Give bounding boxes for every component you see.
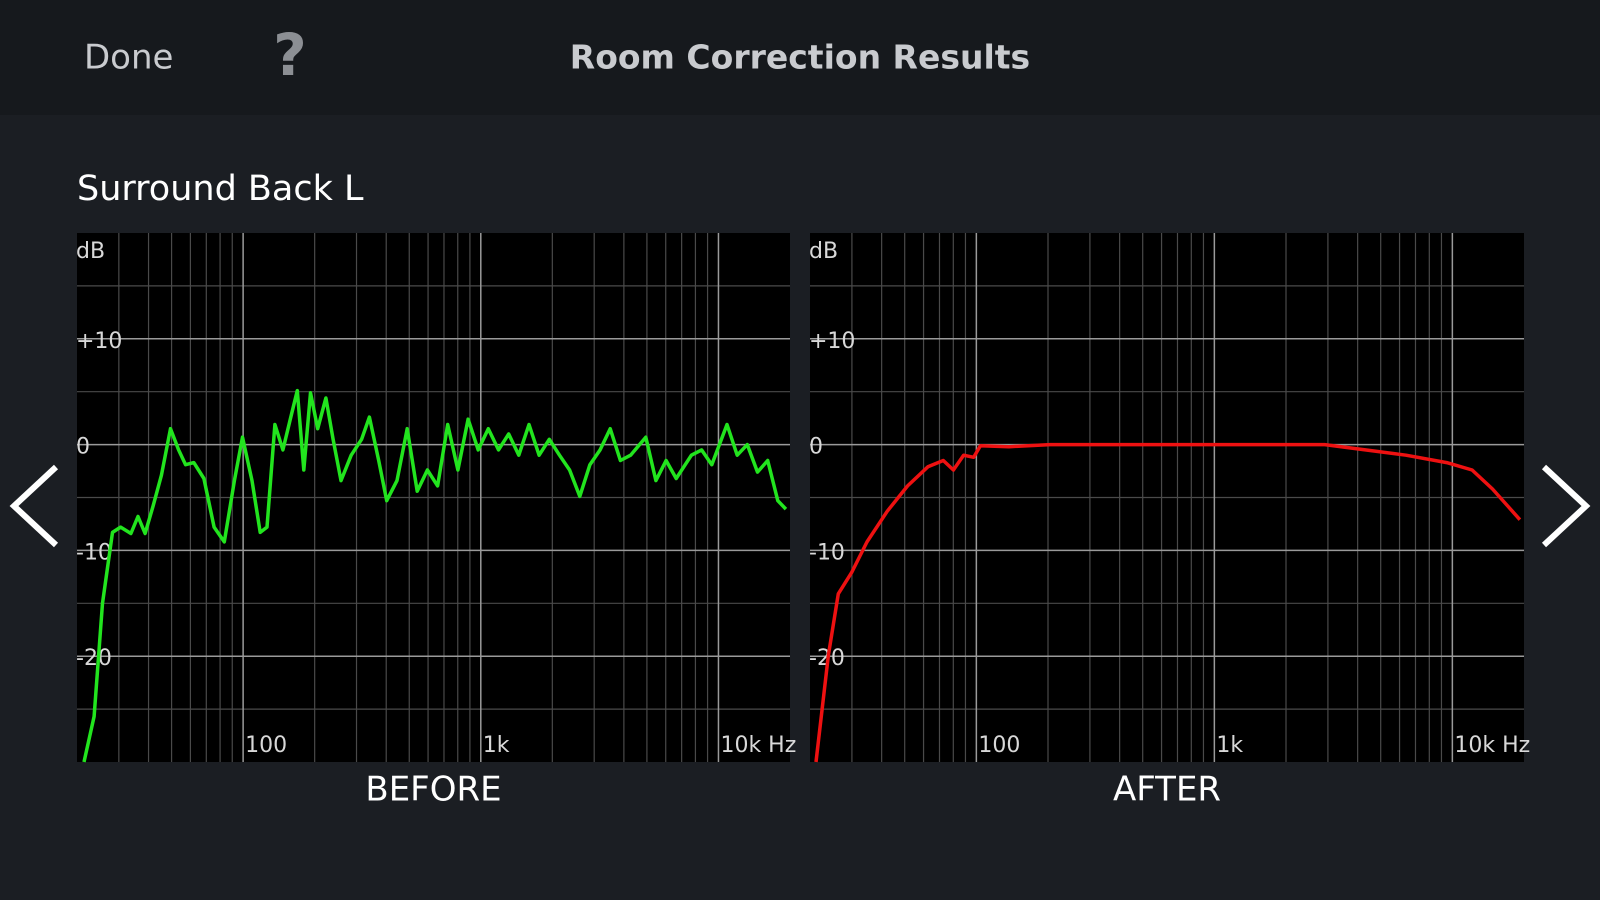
screen-title: Room Correction Results [570,38,1030,77]
y-axis-label: dB [809,239,838,264]
y-tick-label: -20 [76,646,112,671]
y-tick-label: -10 [76,540,112,565]
done-button[interactable]: Done [84,38,173,78]
top-bar [0,0,1600,115]
x-tick-label: 1k [483,733,510,758]
x-tick-label: 10k Hz [1454,733,1530,758]
y-tick-label: +10 [809,329,855,354]
next-arrow[interactable] [1541,464,1591,548]
prev-arrow[interactable] [9,464,59,548]
y-tick-label: 0 [76,435,90,460]
response-curve [82,388,788,763]
chart-title: AFTER [1113,770,1221,810]
chart-title: BEFORE [365,770,501,810]
y-axis-label: dB [76,239,105,264]
x-tick-label: 1k [1216,733,1243,758]
x-tick-label: 10k Hz [720,733,796,758]
x-tick-label: 100 [245,733,287,758]
response-curve [814,442,1522,763]
y-tick-label: -10 [809,540,845,565]
speaker-name: Surround Back L [77,169,364,209]
help-button[interactable]: ? [273,21,307,89]
y-tick-label: 0 [809,435,823,460]
y-tick-label: +10 [76,329,122,354]
x-tick-label: 100 [978,733,1020,758]
